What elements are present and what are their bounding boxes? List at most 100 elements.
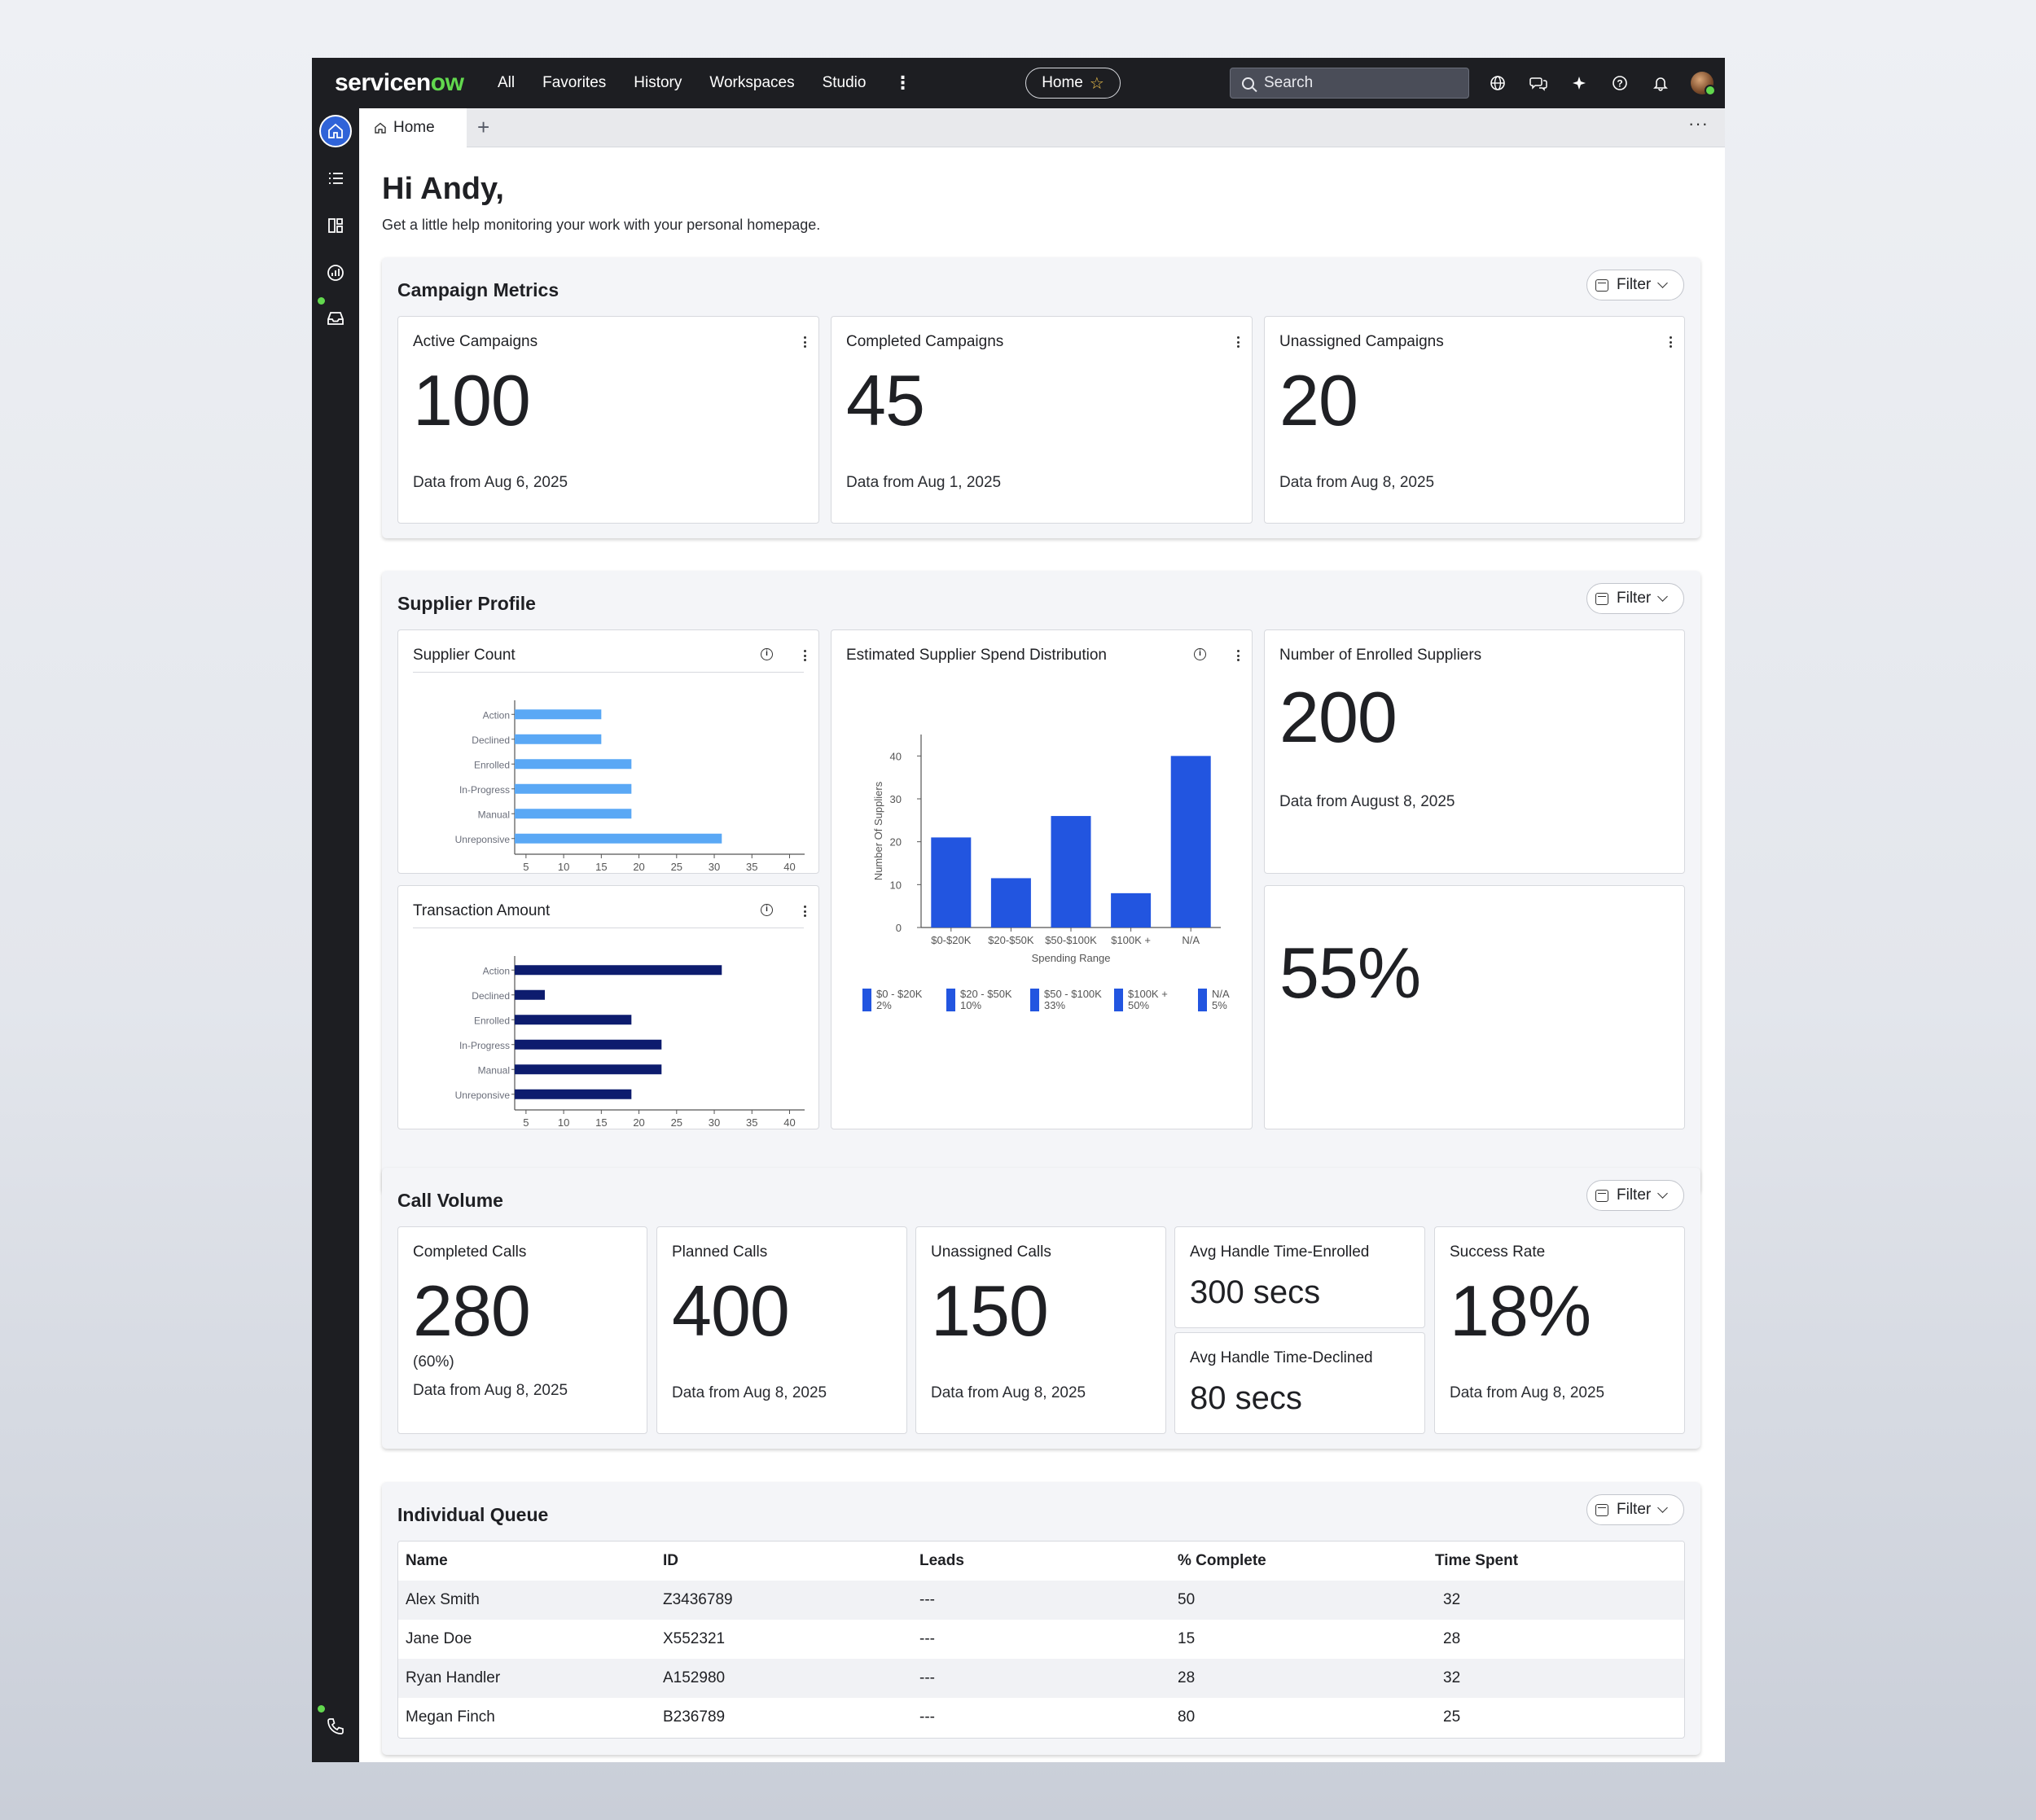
- topbar-icon-group: ?: [1487, 58, 1716, 108]
- aht-declined-card[interactable]: Avg Handle Time-Declined 80 secs: [1174, 1332, 1425, 1434]
- bar: [931, 837, 972, 928]
- nav-more-icon[interactable]: ⋮: [893, 72, 912, 93]
- nav-history[interactable]: History: [634, 74, 682, 91]
- table-row[interactable]: Jane Doe X552321 --- 15 28: [398, 1620, 1684, 1659]
- bar: [515, 734, 602, 744]
- section-title: Supplier Profile: [397, 593, 536, 614]
- legend-swatch: [946, 989, 955, 1011]
- cell-complete: 80: [1178, 1708, 1196, 1726]
- completed-campaigns-card[interactable]: Completed Campaigns 45 Data from Aug 1, …: [831, 316, 1253, 524]
- nav-workspaces[interactable]: Workspaces: [709, 74, 795, 91]
- planned-calls-card[interactable]: Planned Calls 400 Data from Aug 8, 2025: [656, 1226, 907, 1434]
- active-campaigns-card[interactable]: Active Campaigns 100 Data from Aug 6, 20…: [397, 316, 819, 524]
- x-tick-label: 30: [709, 1116, 720, 1127]
- column-header-id[interactable]: ID: [663, 1552, 678, 1569]
- calendar-icon: [1595, 1189, 1608, 1202]
- list-icon[interactable]: [319, 162, 352, 195]
- card-title: Transaction Amount: [413, 902, 551, 919]
- bar: [515, 1064, 662, 1075]
- nav-all[interactable]: All: [498, 74, 516, 91]
- bar: [515, 1015, 632, 1025]
- column-header-name[interactable]: Name: [406, 1552, 448, 1569]
- calendar-icon: [1595, 278, 1608, 292]
- top-navigation-bar: servicenow All Favorites History Workspa…: [312, 58, 1725, 108]
- table-row[interactable]: Ryan Handler A152980 --- 28 32: [398, 1659, 1684, 1698]
- cell-id: X552321: [663, 1630, 726, 1647]
- unassigned-calls-card[interactable]: Unassigned Calls 150 Data from Aug 8, 20…: [915, 1226, 1166, 1434]
- table-row[interactable]: Alex Smith Z3436789 --- 50 32: [398, 1581, 1684, 1620]
- nav-favorites[interactable]: Favorites: [542, 74, 607, 91]
- home-icon[interactable]: [319, 115, 352, 147]
- info-icon[interactable]: i: [761, 648, 773, 660]
- cell-name: Alex Smith: [406, 1591, 480, 1608]
- calendar-icon: [1595, 1503, 1608, 1516]
- kebab-menu-icon[interactable]: [1237, 336, 1240, 348]
- success-rate-card[interactable]: Success Rate 18% Data from Aug 8, 2025: [1434, 1226, 1685, 1434]
- x-tick-label: $0-$20K: [931, 934, 971, 946]
- tab-home[interactable]: Home: [359, 108, 467, 147]
- filter-label: Filter: [1617, 276, 1652, 293]
- dashboard-icon[interactable]: [319, 209, 352, 242]
- analytics-icon[interactable]: [319, 257, 352, 289]
- card-title: Number of Enrolled Suppliers: [1279, 647, 1482, 664]
- metric-value: 400: [672, 1270, 790, 1351]
- user-avatar[interactable]: [1691, 72, 1716, 96]
- x-tick-label: 10: [558, 1116, 569, 1127]
- bar: [515, 809, 632, 819]
- info-icon[interactable]: i: [1194, 648, 1206, 660]
- legend-swatch: [1114, 989, 1123, 1011]
- x-tick-label: 25: [671, 861, 682, 871]
- cell-name: Megan Finch: [406, 1708, 495, 1726]
- info-icon[interactable]: i: [761, 904, 773, 916]
- kebab-menu-icon[interactable]: [1237, 650, 1240, 661]
- cell-id: Z3436789: [663, 1591, 733, 1608]
- filter-label: Filter: [1617, 1501, 1652, 1518]
- metric-date: Data from Aug 6, 2025: [413, 474, 568, 491]
- cell-complete: 28: [1178, 1669, 1196, 1686]
- filter-button[interactable]: Filter: [1586, 1494, 1684, 1525]
- tab-more-icon[interactable]: ···: [1688, 113, 1709, 134]
- home-context-pill[interactable]: Home ☆: [1025, 68, 1121, 99]
- globe-icon[interactable]: [1487, 72, 1508, 94]
- transaction-amount-card: Transaction Amount i Action Declined Enrol…: [397, 885, 819, 1129]
- sparkle-icon[interactable]: [1569, 72, 1590, 94]
- percentage-card[interactable]: 55%: [1264, 885, 1685, 1129]
- inbox-icon[interactable]: [319, 302, 352, 335]
- help-icon[interactable]: ?: [1609, 72, 1630, 94]
- filter-button[interactable]: Filter: [1586, 1180, 1684, 1211]
- nav-studio[interactable]: Studio: [822, 74, 867, 91]
- phone-icon[interactable]: [319, 1710, 352, 1743]
- aht-enrolled-card[interactable]: Avg Handle Time-Enrolled 300 secs: [1174, 1226, 1425, 1328]
- completed-calls-card[interactable]: Completed Calls 280 (60%) Data from Aug …: [397, 1226, 647, 1434]
- chevron-down-icon: [1657, 591, 1669, 602]
- kebab-menu-icon[interactable]: [804, 650, 807, 661]
- enrolled-suppliers-card[interactable]: Number of Enrolled Suppliers 200 Data fr…: [1264, 629, 1685, 874]
- column-header-leads[interactable]: Leads: [919, 1552, 964, 1569]
- filter-label: Filter: [1617, 1186, 1652, 1204]
- chat-icon[interactable]: [1528, 72, 1549, 94]
- cell-name: Jane Doe: [406, 1630, 472, 1647]
- bell-icon[interactable]: [1650, 72, 1671, 94]
- servicenow-logo[interactable]: servicenow: [335, 69, 464, 96]
- category-label: Unreponsive: [455, 1090, 511, 1101]
- kebab-menu-icon[interactable]: [804, 906, 807, 917]
- svg-text:?: ?: [1617, 78, 1622, 90]
- column-header-time-spent[interactable]: Time Spent: [1435, 1552, 1519, 1569]
- category-label: Manual: [478, 809, 510, 820]
- star-icon[interactable]: ☆: [1089, 74, 1104, 93]
- legend-percent: 10%: [960, 999, 981, 1011]
- add-tab-button[interactable]: +: [477, 115, 490, 139]
- global-search-input[interactable]: Search: [1230, 68, 1469, 99]
- filter-button[interactable]: Filter: [1586, 583, 1684, 614]
- table-row[interactable]: Megan Finch B236789 --- 80 25: [398, 1698, 1684, 1737]
- column-header-complete[interactable]: % Complete: [1178, 1552, 1266, 1569]
- filter-button[interactable]: Filter: [1586, 270, 1684, 300]
- unassigned-campaigns-card[interactable]: Unassigned Campaigns 20 Data from Aug 8,…: [1264, 316, 1685, 524]
- category-label: In-Progress: [459, 1040, 510, 1051]
- x-tick-label: 35: [746, 861, 757, 871]
- x-tick-label: 5: [523, 861, 529, 871]
- phone-status-dot: [318, 1705, 325, 1713]
- kebab-menu-icon[interactable]: [804, 336, 807, 348]
- kebab-menu-icon[interactable]: [1670, 336, 1673, 348]
- y-tick-label: 10: [890, 879, 902, 891]
